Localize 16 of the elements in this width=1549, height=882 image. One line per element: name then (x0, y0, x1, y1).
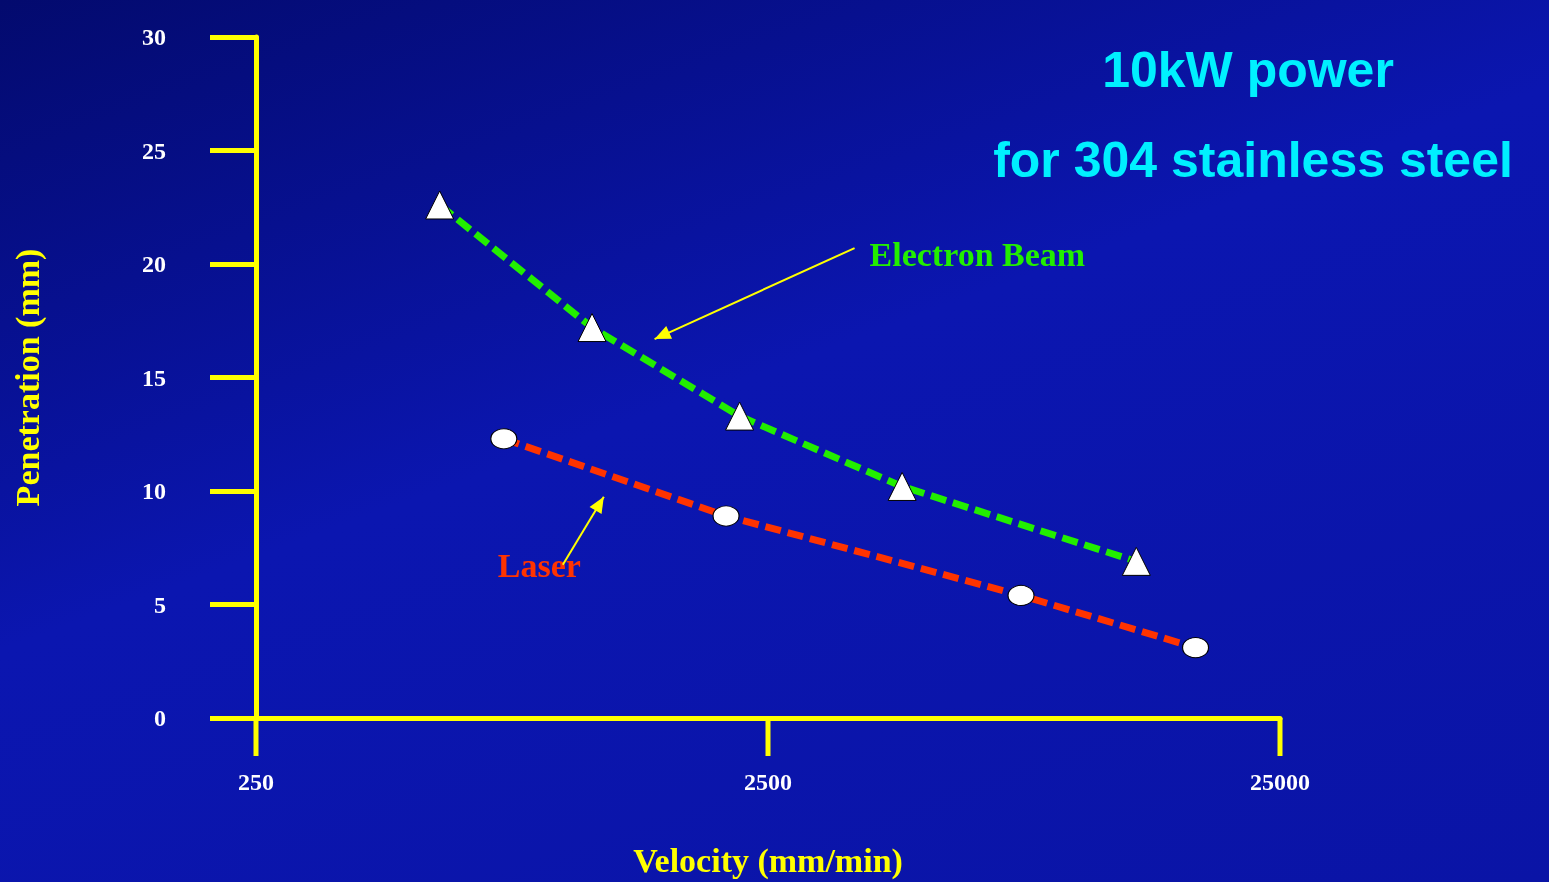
y-tick-label: 30 (142, 24, 166, 50)
text: Laser (497, 546, 581, 584)
y-tick-label: 10 (142, 478, 166, 504)
text: Electron Beam (869, 236, 1086, 274)
x-tick-label: 2500 (744, 769, 792, 795)
y-tick-label: 25 (142, 137, 166, 164)
chart-title: 10kW power (1102, 42, 1394, 98)
y-tick-label: 0 (154, 705, 166, 731)
text: for 304 stainless steel (993, 132, 1513, 188)
x-axis-title: Velocity (mm/min) (633, 841, 903, 880)
x-tick-label: 250 (238, 769, 274, 795)
y-axis-title: Penetration (mm) (8, 248, 47, 507)
y-tick-label: 5 (154, 591, 166, 618)
x-tick-label: 25000 (1250, 769, 1310, 795)
y-tick-label: 15 (142, 364, 166, 391)
y-tick-label: 20 (142, 251, 166, 277)
